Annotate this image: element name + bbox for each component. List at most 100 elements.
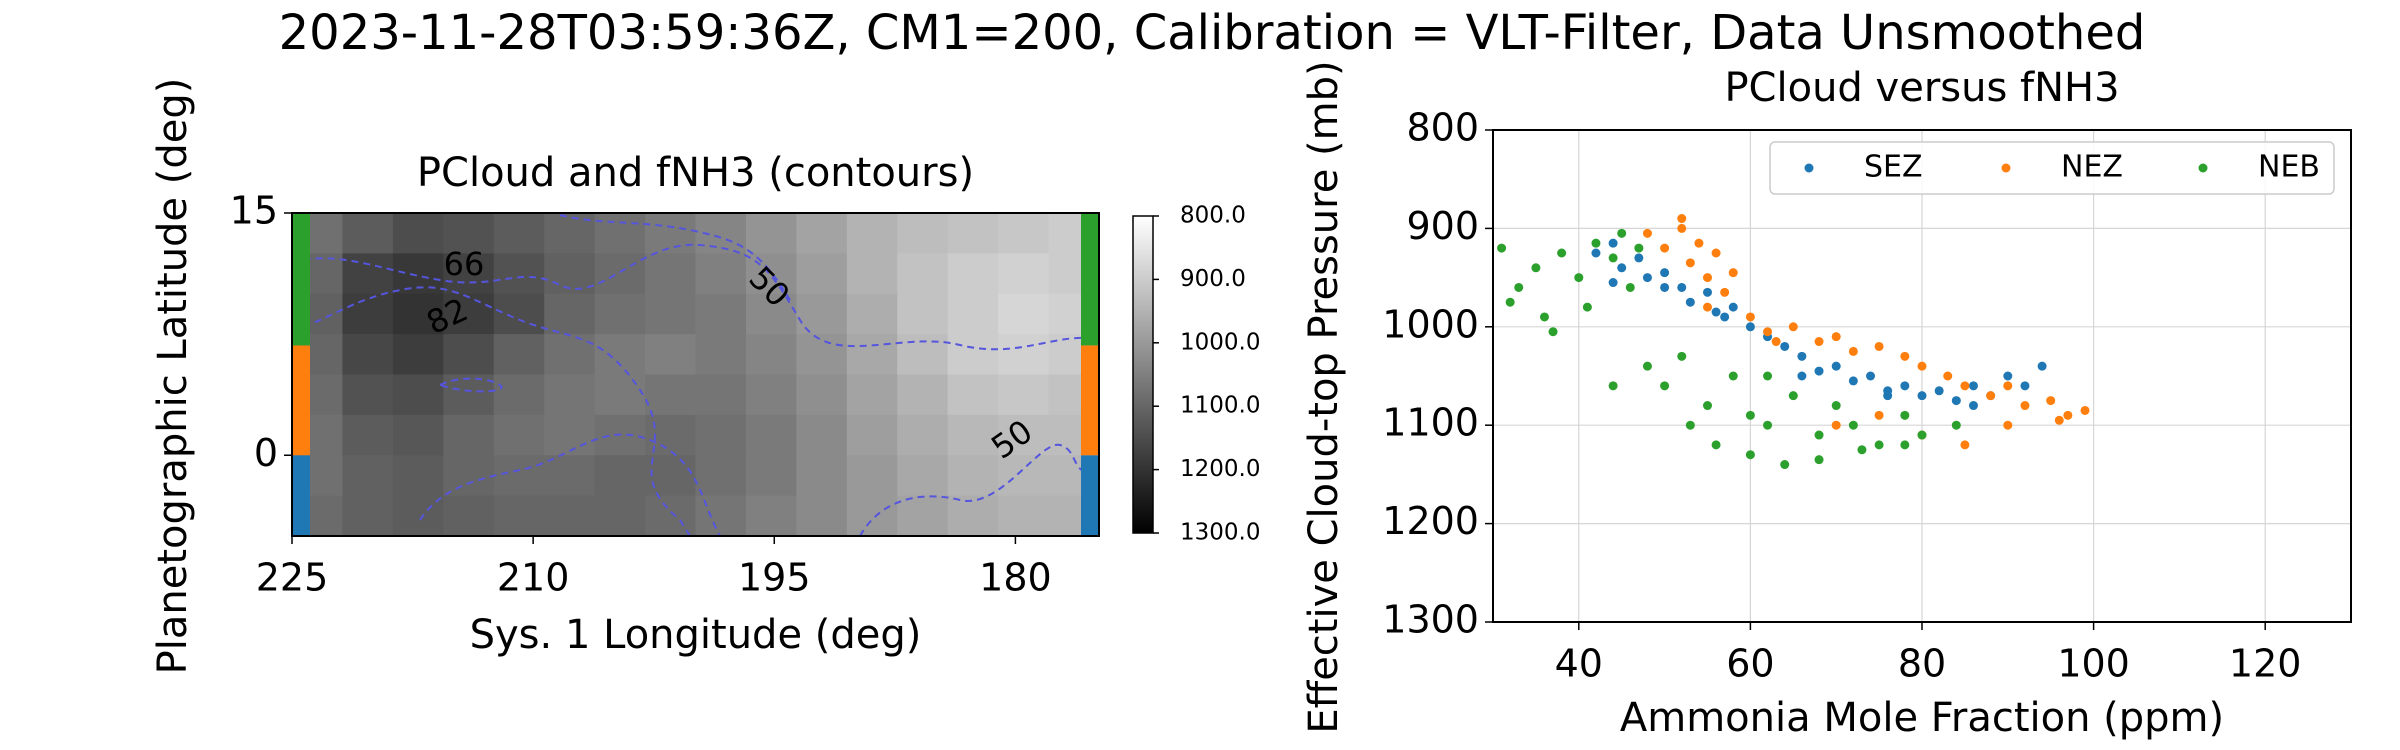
heat-cell <box>897 293 949 335</box>
point <box>1788 391 1798 401</box>
axes-title: PCloud and fNH3 (contours) <box>417 150 974 196</box>
point <box>2054 415 2064 425</box>
point <box>1960 381 1970 391</box>
legend-marker <box>1804 163 1814 173</box>
heat-cell <box>392 414 444 456</box>
heat-cell <box>342 334 394 376</box>
contour-line <box>419 433 721 536</box>
point <box>1660 381 1670 391</box>
heat-cell <box>493 213 545 254</box>
y-tick-label: 900 <box>1406 204 1479 248</box>
point <box>1814 455 1824 465</box>
point <box>1703 302 1712 312</box>
heat-cell <box>594 213 646 254</box>
heat-cell <box>846 495 898 537</box>
y-tick-label: 800 <box>1406 106 1479 150</box>
heat-cell <box>695 374 747 416</box>
point <box>1685 258 1695 268</box>
point <box>1677 282 1687 292</box>
point <box>1642 361 1652 371</box>
heat-cell <box>443 213 495 254</box>
latitude-band <box>292 213 310 346</box>
heat-cell <box>745 253 797 295</box>
point <box>1617 263 1627 273</box>
point <box>1745 410 1755 420</box>
point <box>1703 287 1712 297</box>
heat-cell <box>846 455 898 497</box>
x-tick-label: 210 <box>497 556 570 600</box>
heat-cell <box>645 414 697 456</box>
legend-label: SEZ <box>1864 150 1923 185</box>
heat-cell <box>796 293 848 335</box>
point <box>2003 371 2013 381</box>
heat-cell <box>645 293 697 335</box>
point <box>1780 341 1790 351</box>
heat-cell <box>998 374 1050 416</box>
point <box>1694 238 1704 248</box>
x-tick-label: 120 <box>2229 642 2302 686</box>
point <box>1874 410 1884 420</box>
point <box>1557 248 1567 258</box>
point <box>1831 420 1841 430</box>
x-axis-label: Ammonia Mole Fraction (ppm) <box>1620 695 2224 741</box>
point <box>1986 391 1996 401</box>
point <box>1677 214 1687 224</box>
contour-line <box>859 443 1099 536</box>
x-tick-label: 60 <box>1726 642 1774 686</box>
x-tick-label: 195 <box>738 556 811 600</box>
point <box>1883 391 1893 401</box>
axes-title: PCloud versus fNH3 <box>1724 65 2119 111</box>
heat-cell <box>544 455 596 497</box>
heat-cell <box>745 334 797 376</box>
heat-cell <box>493 495 545 537</box>
y-tick-label: 1000 <box>1382 302 1479 346</box>
heat-cell <box>947 334 999 376</box>
heat-cell <box>493 253 545 295</box>
point <box>2003 381 2013 391</box>
point <box>1763 420 1773 430</box>
point <box>1608 253 1618 263</box>
point <box>1745 450 1755 460</box>
latitude-band <box>292 345 310 456</box>
point <box>1634 243 1644 253</box>
heat-cell <box>493 374 545 416</box>
heat-cell <box>392 455 444 497</box>
point <box>1848 420 1858 430</box>
point <box>1848 346 1858 356</box>
heat-cell <box>392 213 444 254</box>
point <box>2046 396 2056 406</box>
contour-line <box>292 243 1099 351</box>
latitude-band <box>1081 455 1099 536</box>
heat-cell <box>645 374 697 416</box>
heat-cell <box>745 455 797 497</box>
point <box>1711 248 1721 258</box>
heat-cell <box>392 495 444 537</box>
y-axis-label: Effective Cloud-top Pressure (mb) <box>1301 60 1347 733</box>
point <box>1591 248 1601 258</box>
point <box>1711 440 1721 450</box>
heat-cell <box>796 213 848 254</box>
point <box>1514 282 1524 292</box>
point <box>1797 351 1807 361</box>
plot-frame <box>1492 129 2352 623</box>
heat-cell <box>846 414 898 456</box>
figure-title: 2023-11-28T03:59:36Z, CM1=200, Calibrati… <box>279 5 2146 61</box>
heat-cell <box>493 455 545 497</box>
latitude-band <box>1081 213 1099 346</box>
point <box>1900 351 1910 361</box>
heat-cell <box>745 414 797 456</box>
point <box>1634 253 1644 263</box>
point <box>1951 396 1961 406</box>
point <box>2020 381 2030 391</box>
heat-cell <box>695 455 747 497</box>
point <box>1539 312 1549 322</box>
point <box>1608 278 1618 288</box>
point <box>1951 420 1961 430</box>
legend-marker <box>2001 163 2011 173</box>
heat-cell <box>342 213 394 254</box>
point <box>1874 440 1884 450</box>
point <box>1763 327 1773 337</box>
heat-cell <box>342 374 394 416</box>
